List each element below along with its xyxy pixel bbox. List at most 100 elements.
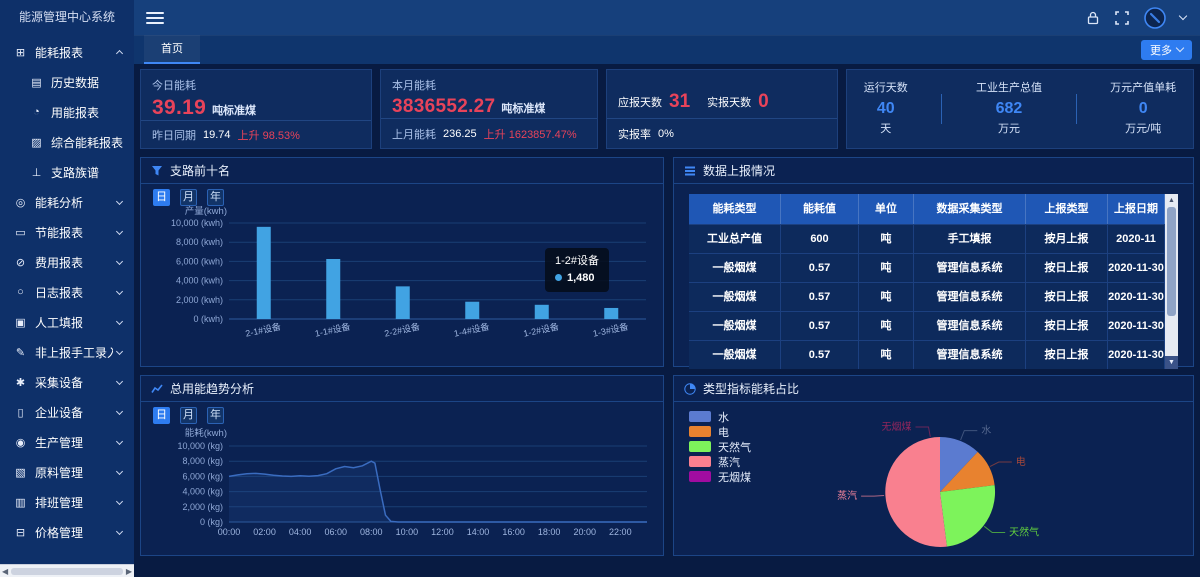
pie-slice-天然气[interactable] bbox=[940, 485, 996, 547]
sidebar-item-enterprise-device[interactable]: ▯ 企业设备 bbox=[0, 397, 134, 427]
legend-item-水[interactable]: 水 bbox=[689, 409, 751, 424]
sidebar-subitem-composite-energy-report[interactable]: ▨ 综合能耗报表 bbox=[0, 127, 134, 157]
upload-list-icon bbox=[685, 166, 695, 175]
energy-report-icon: ⊞ bbox=[15, 46, 26, 59]
composite-energy-report-icon: ▨ bbox=[31, 136, 42, 149]
menu-toggle-icon[interactable] bbox=[146, 9, 164, 27]
table-row[interactable]: 一般烟煤 0.57 吨管理信息系统 按日上报 2020-11-30 bbox=[689, 282, 1165, 311]
sidebar-item-price-management[interactable]: ⊟ 价格管理 bbox=[0, 517, 134, 547]
scroll-left-arrow-icon[interactable]: ◀ bbox=[2, 566, 9, 576]
period-button-月[interactable]: 月 bbox=[180, 189, 197, 206]
legend-item-电[interactable]: 电 bbox=[689, 424, 751, 439]
period-button-日[interactable]: 日 bbox=[153, 407, 170, 424]
period-toggle-bar: 日月年 bbox=[153, 189, 655, 206]
stat-sub-label: 上月能耗 bbox=[392, 128, 436, 141]
sidebar: 能源管理中心系统 ⊞ 能耗报表 ▤ 历史数据 ◔ 用能报表 ▨ 综合能耗报表 ⊥ 支路族谱 ◎ 能耗分… bbox=[0, 0, 134, 577]
line-series[interactable] bbox=[228, 460, 647, 523]
sidebar-subitem-history-data[interactable]: ▤ 历史数据 bbox=[0, 67, 134, 97]
sidebar-item-collection-device[interactable]: ✱ 采集设备 bbox=[0, 367, 134, 397]
funnel-icon bbox=[152, 165, 162, 175]
table-cell: 工业总产值 bbox=[689, 224, 781, 253]
sidebar-item-label: 综合能耗报表 bbox=[51, 135, 124, 150]
avatar[interactable] bbox=[1143, 6, 1167, 30]
bar-1-4#设备[interactable] bbox=[465, 301, 480, 319]
scrollbar-thumb[interactable] bbox=[11, 567, 123, 575]
x-tick-label: 14:00 bbox=[467, 527, 490, 537]
bar-1-3#设备[interactable] bbox=[604, 307, 619, 319]
scroll-up-arrow-icon[interactable]: ▲ bbox=[1168, 197, 1175, 204]
table-cell: 吨 bbox=[859, 340, 914, 369]
period-button-年[interactable]: 年 bbox=[207, 189, 224, 206]
pie-slice-水[interactable] bbox=[940, 436, 978, 492]
sidebar-item-schedule-management[interactable]: ▥ 排班管理 bbox=[0, 487, 134, 517]
bar-2-1#设备[interactable] bbox=[256, 226, 271, 319]
table-row[interactable]: 一般烟煤 0.57 吨管理信息系统 按日上报 2020-11-30 bbox=[689, 311, 1165, 340]
sidebar-item-energy-report[interactable]: ⊞ 能耗报表 bbox=[0, 37, 134, 67]
x-axis-label: 2-2#设备 bbox=[383, 320, 421, 338]
x-axis-label: 1-4#设备 bbox=[453, 320, 491, 338]
log-report-icon: ○ bbox=[17, 286, 24, 298]
period-button-月[interactable]: 月 bbox=[180, 407, 197, 424]
lock-icon[interactable] bbox=[1085, 10, 1101, 26]
y-tick-label: 0 (kwh) bbox=[193, 314, 223, 324]
y-tick-label: 10,000 (kwh) bbox=[171, 218, 223, 228]
table-row[interactable]: 一般烟煤 0.57 吨管理信息系统 按日上报 2020-11-30 bbox=[689, 253, 1165, 282]
chevron-down-icon bbox=[115, 467, 124, 475]
pie-chart: 水电天然气 蒸汽 无烟煤 bbox=[682, 406, 1185, 558]
legend-item-无烟煤[interactable]: 无烟煤 bbox=[689, 469, 751, 484]
pie-icon bbox=[684, 382, 696, 395]
pie-slice-蒸汽[interactable] bbox=[885, 437, 947, 547]
sidebar-horizontal-scrollbar[interactable]: ◀ ▶ bbox=[0, 564, 134, 577]
x-tick-label: 20:00 bbox=[573, 527, 596, 537]
table-row[interactable]: 一般烟煤 0.57 吨管理信息系统 按日上报 2020-11-30 bbox=[689, 340, 1165, 369]
chevron-down-icon[interactable] bbox=[1178, 11, 1188, 21]
legend-item-天然气[interactable]: 天然气 bbox=[689, 439, 751, 454]
pie-slice-label: 天然气 bbox=[1009, 525, 1039, 538]
overview-label: 万元产值单耗 bbox=[1110, 81, 1177, 94]
sidebar-item-manual-fill[interactable]: ▣ 人工填报 bbox=[0, 307, 134, 337]
more-button[interactable]: 更多 bbox=[1141, 39, 1192, 60]
y-tick-label: 2,000 (kg) bbox=[182, 502, 223, 512]
table-cell: 按日上报 bbox=[1026, 340, 1108, 369]
tab-home[interactable]: 首页 bbox=[144, 35, 200, 64]
table-vertical-scrollbar[interactable]: ▲ ▼ bbox=[1165, 194, 1178, 369]
sidebar-item-energy-analysis[interactable]: ◎ 能耗分析 bbox=[0, 187, 134, 217]
scroll-right-arrow-icon[interactable]: ▶ bbox=[125, 566, 132, 576]
line-chart: 能耗(kwh) 0 (kg) 2,000 (kg) 4,000 (kg) 6,000 (… bbox=[149, 424, 655, 549]
sidebar-item-production-management[interactable]: ◉ 生产管理 bbox=[0, 427, 134, 457]
legend-item-蒸汽[interactable]: 蒸汽 bbox=[689, 454, 751, 469]
scrollbar-thumb[interactable] bbox=[1167, 207, 1176, 316]
legend-swatch bbox=[689, 441, 711, 452]
chevron-down-icon bbox=[115, 497, 124, 505]
bar-2-2#设备[interactable] bbox=[395, 286, 410, 319]
sidebar-subitem-branch-tree[interactable]: ⊥ 支路族谱 bbox=[0, 157, 134, 187]
pie-slice-电[interactable] bbox=[940, 451, 995, 492]
bar-1-2#设备[interactable] bbox=[534, 304, 549, 319]
legend-label: 电 bbox=[718, 426, 729, 439]
fullscreen-icon[interactable] bbox=[1114, 10, 1130, 26]
legend-label: 无烟煤 bbox=[718, 471, 751, 484]
x-tick-label: 00:00 bbox=[218, 527, 241, 537]
chevron-down-icon bbox=[1175, 43, 1185, 53]
x-tick-label: 22:00 bbox=[609, 527, 632, 537]
scroll-down-arrow-icon[interactable]: ▼ bbox=[1165, 356, 1178, 369]
sidebar-item-energy-saving-report[interactable]: ▭ 节能报表 bbox=[0, 217, 134, 247]
more-button-label: 更多 bbox=[1150, 44, 1172, 57]
legend-swatch bbox=[689, 411, 711, 422]
bar-1-1#设备[interactable] bbox=[326, 259, 341, 319]
stat-card-today-energy: 今日能耗 39.19 吨标准煤 昨日同期 19.74 上升 98.53% bbox=[140, 69, 372, 149]
trend-line-icon bbox=[151, 384, 163, 393]
chevron-down-icon bbox=[115, 197, 124, 205]
sidebar-item-material-management[interactable]: ▧ 原料管理 bbox=[0, 457, 134, 487]
sidebar-item-log-report[interactable]: ○ 日志报表 bbox=[0, 277, 134, 307]
period-button-年[interactable]: 年 bbox=[207, 407, 224, 424]
sidebar-subitem-energy-use-report[interactable]: ◔ 用能报表 bbox=[0, 97, 134, 127]
bar-chart: 产量(kwh) 0 (kwh) 2,000 (kwh) 4,000 (kwh) 6,00… bbox=[149, 206, 655, 361]
table-row[interactable]: 工业总产值 600 吨手工填报 按月上报 2020-11 bbox=[689, 224, 1165, 253]
sidebar-item-manual-entry[interactable]: ✎ 非上报手工录入 bbox=[0, 337, 134, 367]
sidebar-item-cost-report[interactable]: ⊘ 费用报表 bbox=[0, 247, 134, 277]
table-header-cell: 能耗值 bbox=[781, 194, 859, 224]
y-tick-label: 4,000 (kwh) bbox=[176, 276, 223, 286]
y-axis-title: 产量(kwh) bbox=[185, 206, 227, 217]
period-button-日[interactable]: 日 bbox=[153, 189, 170, 206]
